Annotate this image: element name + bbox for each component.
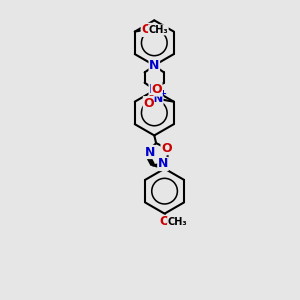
- Text: N: N: [149, 83, 160, 96]
- Text: ⁻: ⁻: [149, 94, 154, 103]
- Text: N: N: [149, 59, 160, 72]
- Text: N: N: [145, 146, 155, 158]
- Text: +: +: [159, 89, 166, 98]
- Text: CH₃: CH₃: [168, 217, 187, 227]
- Text: O: O: [151, 83, 162, 96]
- Text: O: O: [161, 142, 172, 154]
- Text: N: N: [158, 158, 168, 170]
- Text: O: O: [159, 215, 170, 228]
- Text: O: O: [141, 23, 152, 36]
- Text: N: N: [152, 92, 163, 105]
- Text: CH₃: CH₃: [148, 25, 168, 35]
- Text: O: O: [143, 97, 154, 110]
